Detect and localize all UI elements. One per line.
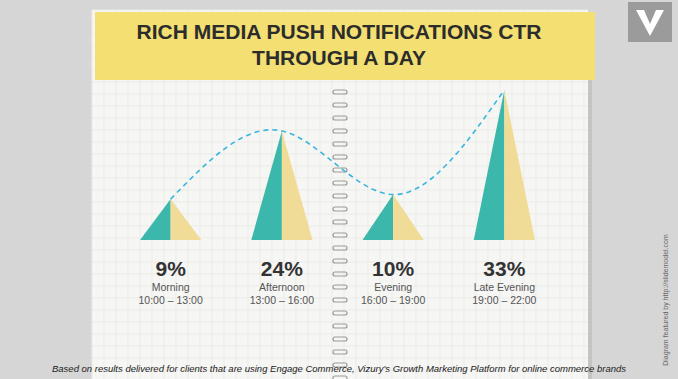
category-label-line: 13:00 – 16:00 [250, 294, 314, 306]
spiral-ring [333, 142, 347, 146]
bar-right [282, 131, 313, 240]
notebook-grid-line [92, 322, 588, 323]
background [0, 0, 678, 379]
notebook-grid-line [92, 118, 588, 119]
spiral-ring [333, 324, 347, 328]
notebook-grid-line [92, 130, 588, 131]
data-label: 24% [261, 257, 303, 280]
title-box [95, 12, 595, 80]
logo-mark [636, 10, 664, 36]
logo [628, 2, 672, 42]
labels: 9% 24% 10% 33% Morning10:00 – 13:00 Afternoon… [139, 257, 537, 306]
spiral-ring [333, 298, 347, 302]
plot-area [140, 90, 535, 240]
notebook-grid-line [92, 310, 588, 311]
spiral-ring [333, 259, 347, 263]
spiral-ring [333, 116, 347, 120]
category-label-line: 10:00 – 13:00 [139, 294, 203, 306]
notebook-grid-line [92, 10, 588, 11]
logo-box [628, 2, 672, 42]
spiral-ring [333, 220, 347, 224]
spiral-ring [333, 311, 347, 315]
category-label-line: Evening [374, 281, 412, 293]
notebook-spiral [333, 90, 347, 379]
notebook-grid-line [92, 10, 93, 379]
notebook-grid-line [92, 106, 588, 107]
category-label: Late Evening19:00 – 22:00 [472, 281, 536, 306]
category-label-line: Afternoon [259, 281, 305, 293]
data-label: 10% [372, 257, 414, 280]
category-label: Morning10:00 – 13:00 [139, 281, 203, 306]
spiral-ring [333, 155, 347, 159]
data-label: 9% [155, 257, 186, 280]
spiral-ring [333, 90, 347, 94]
spiral-ring [333, 129, 347, 133]
category-label-line: 16:00 – 19:00 [361, 294, 425, 306]
notebook-grid-line [92, 82, 588, 83]
bar-left [140, 199, 171, 240]
bar-right [171, 199, 202, 240]
bar-left [474, 90, 505, 240]
spiral-ring [333, 103, 347, 107]
spiral-ring [333, 194, 347, 198]
spiral-ring [333, 285, 347, 289]
category-label-line: Late Evening [474, 281, 535, 293]
notebook-grid-line [92, 346, 588, 347]
bar-left [363, 195, 394, 240]
data-label: 33% [483, 257, 525, 280]
spiral-ring [333, 233, 347, 237]
notebook-grid-line [92, 358, 588, 359]
spiral-ring [333, 207, 347, 211]
spiral-ring [333, 376, 347, 379]
category-label: Afternoon13:00 – 16:00 [250, 281, 314, 306]
title: RICH MEDIA PUSH NOTIFICATIONS CTR THROUG… [119, 19, 559, 71]
credit: Diagram featured by http://slidemodel.co… [662, 234, 670, 366]
spiral-ring [333, 246, 347, 250]
bar-right [504, 90, 535, 240]
spiral-ring [333, 181, 347, 185]
bar-right [393, 195, 424, 240]
spiral-ring [333, 272, 347, 276]
spiral-ring [333, 337, 347, 341]
notebook-grid-line [92, 334, 588, 335]
category-label: Evening16:00 – 19:00 [361, 281, 425, 306]
spiral-ring [333, 350, 347, 354]
category-label-line: Morning [152, 281, 190, 293]
trend-line [171, 90, 505, 199]
bar-left [251, 131, 282, 240]
category-label-line: 19:00 – 22:00 [472, 294, 536, 306]
footnote: Based on results delivered for clients t… [52, 363, 626, 374]
